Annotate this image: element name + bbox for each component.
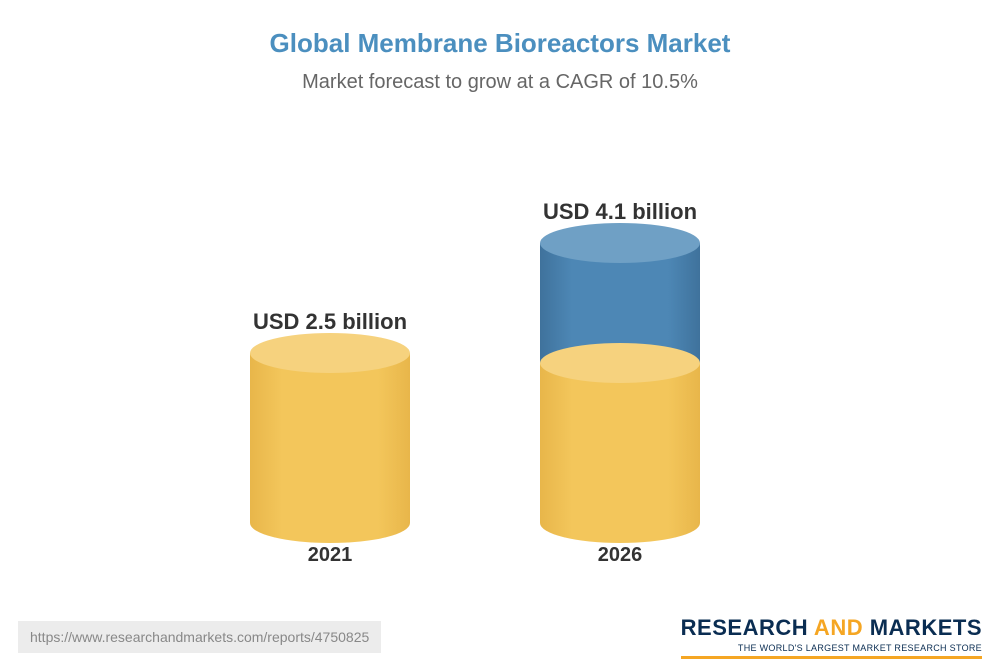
cylinder-top-ellipse	[540, 343, 700, 383]
year-label-2026: 2026	[540, 544, 700, 567]
logo-tagline: THE WORLD'S LARGEST MARKET RESEARCH STOR…	[681, 643, 982, 653]
cylinder-2026: USD 4.1 billion	[540, 199, 700, 523]
cylinder-segment	[250, 353, 410, 523]
cylinder-top-ellipse	[250, 333, 410, 373]
chart-subtitle: Market forecast to grow at a CAGR of 10.…	[0, 71, 1000, 94]
logo-markets: MARKETS	[870, 615, 982, 640]
value-label-2026: USD 4.1 billion	[540, 199, 700, 225]
cylinder-segment	[540, 363, 700, 523]
cylinder-bottom-ellipse	[250, 503, 410, 543]
footer: https://www.researchandmarkets.com/repor…	[0, 607, 1000, 667]
footer-logo: RESEARCH AND MARKETS THE WORLD'S LARGEST…	[681, 615, 982, 659]
value-label-2021: USD 2.5 billion	[250, 309, 410, 335]
footer-url: https://www.researchandmarkets.com/repor…	[18, 621, 381, 653]
chart-area: USD 2.5 billion2021USD 4.1 billion2026	[0, 114, 1000, 554]
logo-text: RESEARCH AND MARKETS	[681, 615, 982, 641]
cylinder-bottom-ellipse	[540, 503, 700, 543]
cylinder-stack	[250, 353, 410, 523]
logo-research: RESEARCH	[681, 615, 808, 640]
chart-title: Global Membrane Bioreactors Market	[0, 0, 1000, 59]
logo-and: AND	[808, 615, 870, 640]
year-label-2021: 2021	[250, 544, 410, 567]
cylinder-stack	[540, 243, 700, 523]
logo-bar	[681, 656, 982, 659]
cylinder-top-ellipse	[540, 223, 700, 263]
cylinder-2021: USD 2.5 billion	[250, 309, 410, 523]
